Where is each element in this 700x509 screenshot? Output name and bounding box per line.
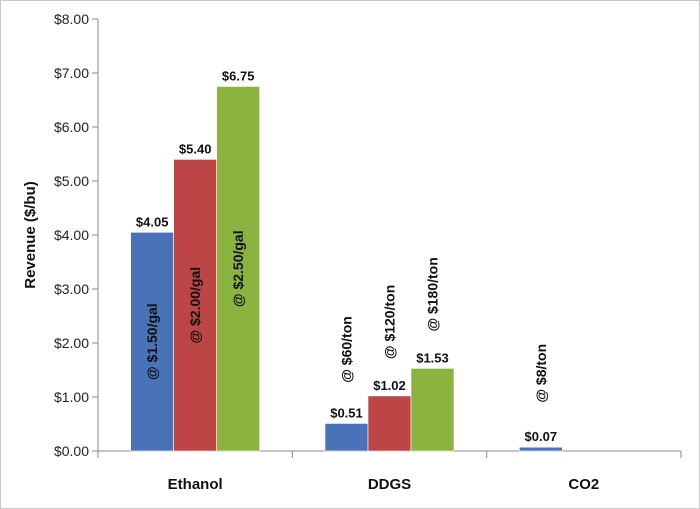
value-label: $1.53	[416, 350, 449, 365]
price-label: @ $2.00/gal	[187, 267, 203, 344]
price-label: @ $1.50/gal	[144, 303, 160, 380]
y-tick-label: $4.00	[54, 227, 89, 243]
bar	[519, 446, 563, 452]
value-label: $0.51	[330, 405, 363, 420]
bars	[130, 86, 563, 452]
y-tick-label: $3.00	[54, 281, 89, 297]
value-label: $5.40	[179, 141, 212, 156]
y-ticks: $0.00 $1.00 $2.00 $3.00 $4.00 $5.00 $6.00 $7.00…	[54, 11, 98, 459]
price-label: @ $120/ton	[382, 285, 398, 359]
y-tick-label: $1.00	[54, 389, 89, 405]
y-tick-label: $2.00	[54, 335, 89, 351]
value-label: $6.75	[222, 69, 255, 84]
bar	[324, 423, 369, 452]
value-label: $1.02	[373, 378, 406, 393]
bar	[216, 86, 260, 452]
price-label: @ $2.50/gal	[230, 230, 246, 307]
bar	[130, 232, 174, 452]
value-label: $0.07	[525, 429, 558, 444]
data-labels: $4.05 @ $1.50/gal $5.40 @ $2.00/gal $6.75 @ $…	[136, 69, 557, 445]
y-tick-label: $5.00	[54, 173, 89, 189]
category-label: DDGS	[368, 476, 411, 493]
y-axis-label: Revenue ($/bu)	[22, 181, 39, 289]
y-tick-label: $6.00	[54, 119, 89, 135]
x-ticks: Ethanol DDGS CO2	[97, 451, 682, 493]
category-label: Ethanol	[168, 476, 223, 493]
bar	[410, 368, 455, 452]
bar	[367, 395, 412, 452]
value-label: $4.05	[136, 214, 169, 229]
y-tick-label: $8.00	[54, 11, 89, 27]
price-label: @ $60/ton	[339, 316, 355, 383]
price-label: @ $8/ton	[533, 344, 549, 403]
category-label: CO2	[568, 476, 599, 493]
y-tick-label: $0.00	[54, 443, 89, 459]
y-tick-label: $7.00	[54, 65, 89, 81]
price-label: @ $180/ton	[425, 257, 441, 331]
